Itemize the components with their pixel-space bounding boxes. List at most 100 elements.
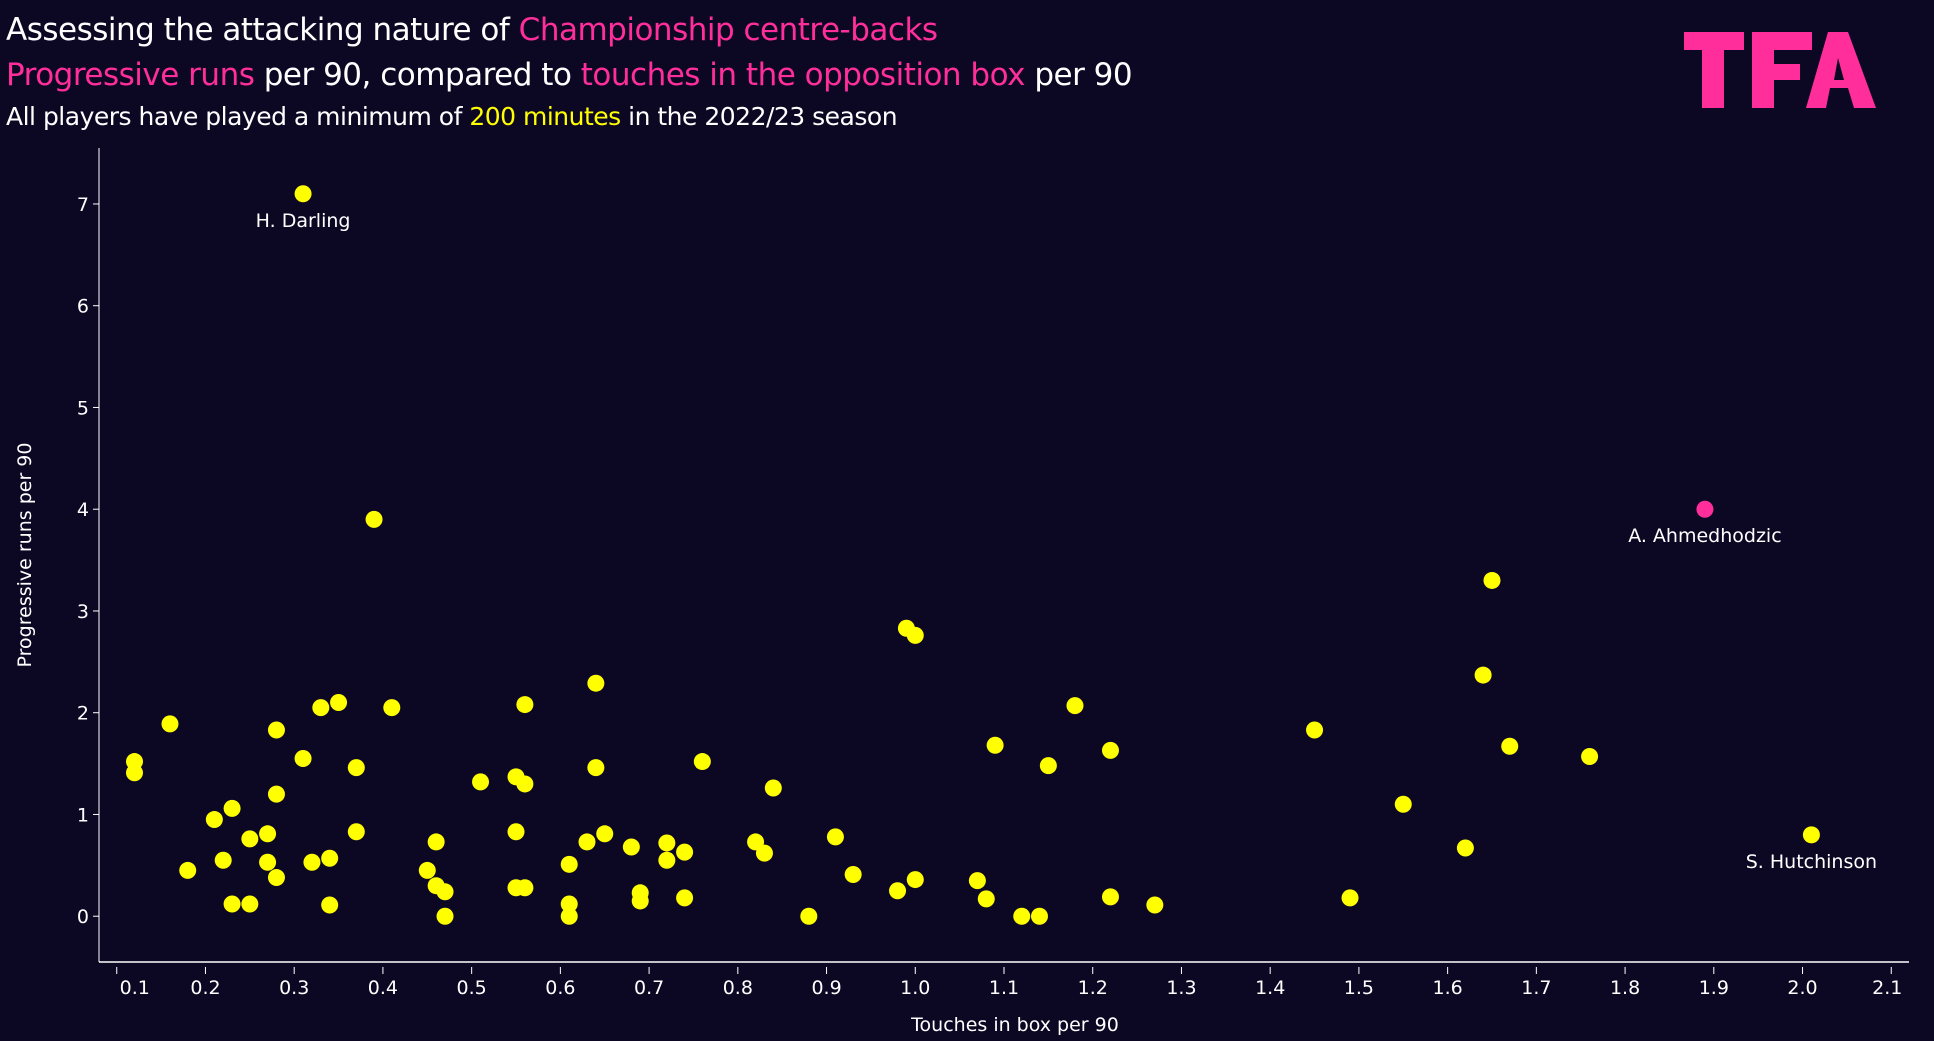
point-annotation: S. Hutchinson	[1746, 851, 1877, 873]
y-tick-label: 5	[77, 397, 89, 419]
data-point	[418, 861, 436, 879]
x-tick-label: 2.1	[1872, 977, 1902, 999]
data-point	[365, 510, 383, 528]
x-tick-label: 1.6	[1433, 977, 1463, 999]
title-text: Assessing the attacking nature of	[6, 12, 519, 48]
y-tick-label: 4	[77, 499, 89, 521]
data-point	[267, 869, 285, 887]
point-annotation: A. Ahmedhodzic	[1628, 525, 1781, 547]
data-point	[764, 779, 782, 797]
y-tick-label: 1	[77, 804, 89, 826]
highlighted-point	[1696, 500, 1714, 518]
data-point	[826, 828, 844, 846]
data-point	[631, 892, 649, 910]
data-point	[267, 785, 285, 803]
data-point	[800, 907, 818, 925]
data-point	[516, 879, 534, 897]
data-point	[214, 851, 232, 869]
note-text-end: in the 2022/23 season	[620, 102, 898, 131]
data-point	[596, 825, 614, 843]
data-point	[223, 799, 241, 817]
subtitle-text-end: per 90	[1024, 57, 1133, 93]
data-point	[587, 759, 605, 777]
data-point	[516, 696, 534, 714]
data-point	[906, 626, 924, 644]
data-point	[986, 736, 1004, 754]
data-point	[1066, 697, 1084, 715]
data-point	[1030, 907, 1048, 925]
data-point	[1039, 757, 1057, 775]
data-point	[844, 865, 862, 883]
data-point	[560, 855, 578, 873]
data-point	[223, 895, 241, 913]
y-tick-label: 3	[77, 601, 89, 623]
data-point	[294, 185, 312, 203]
x-tick-label: 0.4	[368, 977, 398, 999]
x-tick-label: 1.4	[1255, 977, 1285, 999]
x-axis-label: Touches in box per 90	[910, 1014, 1119, 1036]
x-tick-label: 0.5	[457, 977, 487, 999]
data-point	[578, 833, 596, 851]
data-point	[1101, 888, 1119, 906]
data-point	[622, 838, 640, 856]
data-point	[330, 694, 348, 712]
data-point	[977, 890, 995, 908]
data-point	[267, 721, 285, 739]
data-point	[560, 895, 578, 913]
chart-note: All players have played a minimum of 200…	[6, 102, 898, 131]
data-point	[321, 849, 339, 867]
data-point	[1394, 795, 1412, 813]
y-axis-label: Progressive runs per 90	[14, 443, 36, 668]
note-text: All players have played a minimum of	[6, 102, 470, 131]
data-point	[241, 895, 259, 913]
data-point	[906, 871, 924, 889]
data-point	[587, 674, 605, 692]
data-point	[383, 699, 401, 717]
data-point	[259, 853, 277, 871]
point-annotation: H. Darling	[256, 210, 351, 232]
data-point	[676, 889, 694, 907]
data-point	[125, 764, 143, 782]
data-point	[658, 851, 676, 869]
x-tick-label: 0.2	[190, 977, 220, 999]
data-point	[968, 872, 986, 890]
y-tick-label: 7	[77, 194, 89, 216]
subtitle-highlight-y: Progressive runs	[6, 57, 255, 93]
chart-title: Assessing the attacking nature of Champi…	[6, 12, 938, 48]
x-tick-label: 0.3	[279, 977, 309, 999]
subtitle-highlight-x: touches in the opposition box	[580, 57, 1026, 93]
x-tick-label: 1.7	[1521, 977, 1551, 999]
x-tick-label: 0.8	[723, 977, 753, 999]
data-point	[312, 699, 330, 717]
data-point	[1101, 741, 1119, 759]
data-point	[259, 825, 277, 843]
data-point	[658, 834, 676, 852]
y-tick-label: 0	[77, 906, 89, 928]
data-point	[347, 823, 365, 841]
x-tick-label: 1.0	[900, 977, 930, 999]
note-highlight: 200 minutes	[469, 102, 621, 131]
data-point	[1483, 571, 1501, 589]
x-tick-label: 0.9	[811, 977, 841, 999]
x-tick-label: 2.0	[1787, 977, 1817, 999]
data-point	[303, 853, 321, 871]
data-point	[676, 843, 694, 861]
data-point	[1146, 896, 1164, 914]
data-point	[436, 883, 454, 901]
data-point	[1501, 737, 1519, 755]
data-point	[755, 844, 773, 862]
title-highlight: Championship centre-backs	[518, 12, 938, 48]
x-tick-label: 0.1	[120, 977, 150, 999]
data-point	[1581, 747, 1599, 765]
data-point	[1341, 889, 1359, 907]
data-point	[693, 753, 711, 771]
x-tick-label: 0.7	[634, 977, 664, 999]
data-point	[347, 759, 365, 777]
x-tick-label: 1.3	[1166, 977, 1196, 999]
chart-subtitle: Progressive runs per 90, compared to tou…	[6, 57, 1133, 93]
data-point	[472, 773, 490, 791]
data-point	[205, 811, 223, 829]
data-point	[179, 861, 197, 879]
data-point	[1456, 839, 1474, 857]
